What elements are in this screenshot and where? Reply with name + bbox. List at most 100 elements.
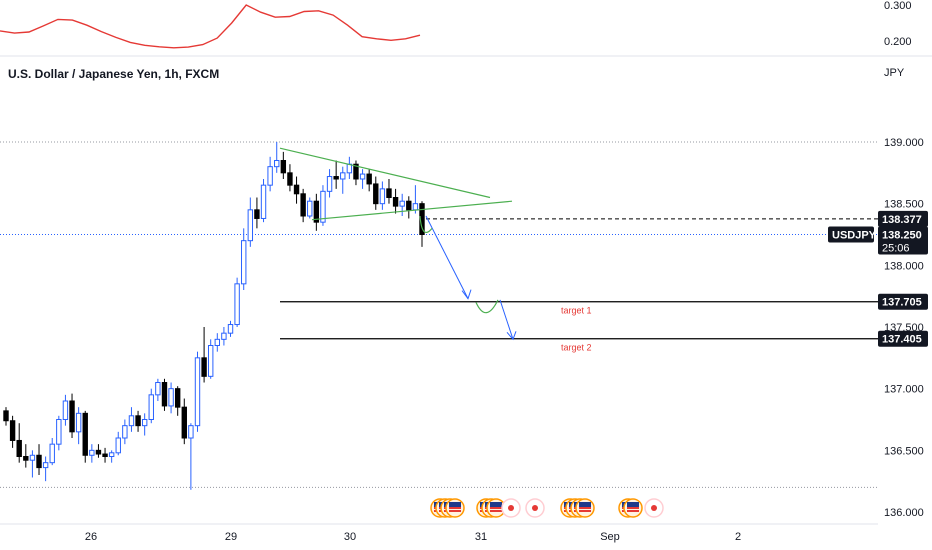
candle-body [89,449,95,456]
candle [69,393,75,438]
candle-body [366,173,372,185]
event-dot-icon [644,498,664,518]
candle-body [353,163,359,180]
event-flag-stripe [490,510,502,512]
economic-event-icons[interactable] [430,498,664,518]
event-dot-center [508,505,514,511]
time-tick-label: 29 [225,531,237,543]
candle-body [174,388,181,408]
candle-body [300,193,306,217]
candle [399,193,405,216]
candle [181,398,187,445]
price-tick-label: 137.000 [884,384,924,396]
candle [227,320,234,337]
candle [241,228,247,290]
candle [300,188,306,223]
tag-current-price: 138.250 [882,230,922,242]
event-dot-center [651,505,657,511]
event-flag-canton [449,502,461,507]
candle-body [267,166,273,186]
candle [49,438,55,466]
event-flag-stripe [627,510,639,512]
candle [194,351,201,432]
candle [373,176,379,210]
candle-body [128,415,135,427]
candle [102,447,108,463]
candle [386,179,392,204]
candle-body [161,382,168,407]
candle-body [333,176,339,180]
candle [16,423,22,463]
candle-body [155,382,161,396]
candle-body [392,197,399,207]
tag-target2-box [878,330,928,347]
candle-body [386,188,392,199]
candle [3,407,9,426]
candle-body [406,200,412,211]
candle [122,419,128,445]
candle-body [115,437,121,454]
event-flag-stripe [627,507,639,509]
candle [188,423,194,490]
candle [56,415,62,451]
candle [135,410,141,432]
time-tick-label: Sep [600,531,620,543]
candle-body [326,176,333,192]
candle [214,333,221,352]
tag-level1: 138.377 [878,210,928,227]
candle [280,151,287,179]
candle [29,450,36,478]
indicator-line [0,4,421,49]
candle-body [373,183,379,205]
candle [254,197,260,229]
candle [89,444,95,463]
symbol-tag-box [828,226,874,243]
candle-body [108,452,115,457]
candle [287,164,293,192]
candle [406,196,412,219]
candle [168,382,174,414]
candle-body [207,345,214,377]
candle [174,386,181,416]
candlestick-series [3,142,425,490]
symbol-tag-text: USDJPY [832,230,877,242]
tag-level1-box [878,210,928,227]
price-axis[interactable]: 139.000138.500138.000137.500137.000136.5… [884,137,924,519]
time-axis[interactable]: 26 29 30 31 Sep 2 [0,523,878,543]
candle-body [42,462,49,469]
candle-body [181,406,187,439]
event-dot-icon [501,498,521,518]
event-flag-stripe [579,510,591,512]
candle [95,444,102,458]
candle [353,160,359,186]
candle-body [399,200,405,207]
price-tick-label: 136.500 [884,445,924,457]
candle-body [359,173,366,180]
candle [320,185,326,226]
candle-body [221,332,227,340]
candle [333,160,339,189]
candle-body [287,172,293,186]
candle-body [56,419,62,445]
breakout-curve [419,215,433,233]
candle [82,410,88,463]
candle-body [62,400,69,420]
event-flag-canton [627,502,639,507]
drawing-tools[interactable]: target 1 target 2 [279,147,878,353]
candle-body [280,160,287,174]
event-flag-stripe [579,507,591,509]
candle [141,413,148,436]
candle-body [3,410,9,422]
candle-body [194,357,201,427]
candle-body [141,419,148,427]
candle [207,339,214,379]
candle-body [293,184,300,195]
candle [155,378,161,401]
tag-target1: 137.705 [878,293,928,310]
chart-title: U.S. Dollar / Japanese Yen, 1h, FXCM [8,67,219,81]
candle [260,179,267,223]
candle [379,181,386,210]
candle [267,156,273,192]
